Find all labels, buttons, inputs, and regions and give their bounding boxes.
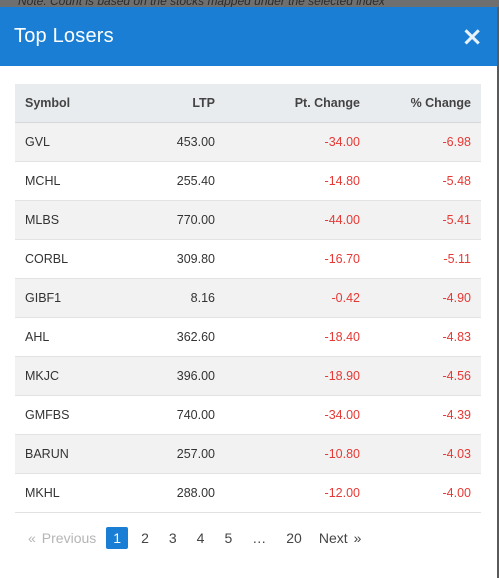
header-pt-change[interactable]: Pt. Change: [225, 84, 370, 123]
cell-symbol: MKJC: [15, 356, 105, 396]
table-row: MKHL 288.00 -12.00 -4.00: [15, 473, 481, 513]
backdrop-note: Note: Count is based on the stocks mappe…: [18, 0, 385, 8]
top-losers-modal: Top Losers × Symbol LTP Pt. Change % Cha…: [0, 7, 499, 578]
cell-pct-change: -4.03: [370, 434, 481, 474]
cell-pt-change: -12.00: [225, 473, 370, 513]
cell-ltp: 8.16: [105, 278, 225, 318]
page-button-2[interactable]: 2: [141, 530, 149, 546]
table-row: BARUN 257.00 -10.80 -4.03: [15, 434, 481, 474]
cell-pt-change: -16.70: [225, 239, 370, 279]
cell-pct-change: -4.56: [370, 356, 481, 396]
table-row: MKJC 396.00 -18.90 -4.56: [15, 356, 481, 396]
cell-pct-change: -4.83: [370, 317, 481, 357]
header-ltp[interactable]: LTP: [105, 84, 225, 123]
cell-pt-change: -0.42: [225, 278, 370, 318]
cell-symbol: MCHL: [15, 161, 105, 201]
cell-ltp: 453.00: [105, 122, 225, 162]
table-row: MLBS 770.00 -44.00 -5.41: [15, 200, 481, 240]
previous-page-button[interactable]: « Previous: [15, 527, 103, 549]
table-row: AHL 362.60 -18.40 -4.83: [15, 317, 481, 357]
modal-header: Top Losers ×: [0, 7, 497, 66]
cell-pct-change: -6.98: [370, 122, 481, 162]
losers-table-container: Symbol LTP Pt. Change % Change GVL 453.0…: [15, 84, 481, 513]
next-page-button[interactable]: Next »: [312, 527, 375, 549]
cell-symbol: BARUN: [15, 434, 105, 474]
table-row: GIBF1 8.16 -0.42 -4.90: [15, 278, 481, 318]
cell-pct-change: -5.41: [370, 200, 481, 240]
cell-ltp: 396.00: [105, 356, 225, 396]
page-button-3[interactable]: 3: [168, 530, 177, 546]
cell-pt-change: -34.00: [225, 395, 370, 435]
cell-pct-change: -4.90: [370, 278, 481, 318]
cell-ltp: 255.40: [105, 161, 225, 201]
cell-pct-change: -4.00: [370, 473, 481, 513]
cell-ltp: 740.00: [105, 395, 225, 435]
table-header-row: Symbol LTP Pt. Change % Change: [15, 84, 481, 123]
cell-pt-change: -14.80: [225, 161, 370, 201]
table-row: GMFBS 740.00 -34.00 -4.39: [15, 395, 481, 435]
table-row: GVL 453.00 -34.00 -6.98: [15, 122, 481, 162]
cell-symbol: CORBL: [15, 239, 105, 279]
close-icon[interactable]: ×: [461, 21, 483, 52]
cell-ltp: 770.00: [105, 200, 225, 240]
cell-ltp: 362.60: [105, 317, 225, 357]
cell-pt-change: -34.00: [225, 122, 370, 162]
header-pct-change[interactable]: % Change: [370, 84, 481, 123]
cell-ltp: 288.00: [105, 473, 225, 513]
next-label: Next: [318, 530, 348, 546]
double-chevron-right-icon: »: [353, 530, 362, 546]
cell-ltp: 257.00: [105, 434, 225, 474]
page-button-5[interactable]: 5: [224, 530, 233, 546]
cell-pt-change: -44.00: [225, 200, 370, 240]
cell-pct-change: -4.39: [370, 395, 481, 435]
pagination: « Previous 1 2 3 4 5 … 20 Next »: [15, 527, 374, 549]
cell-symbol: AHL: [15, 317, 105, 357]
cell-pt-change: -18.90: [225, 356, 370, 396]
cell-pct-change: -5.11: [370, 239, 481, 279]
losers-table: Symbol LTP Pt. Change % Change GVL 453.0…: [15, 84, 481, 513]
table-row: CORBL 309.80 -16.70 -5.11: [15, 239, 481, 279]
header-symbol[interactable]: Symbol: [15, 84, 105, 123]
cell-symbol: GIBF1: [15, 278, 105, 318]
cell-pt-change: -10.80: [225, 434, 370, 474]
table-row: MCHL 255.40 -14.80 -5.48: [15, 161, 481, 201]
cell-symbol: MKHL: [15, 473, 105, 513]
cell-pct-change: -5.48: [370, 161, 481, 201]
cell-pt-change: -18.40: [225, 317, 370, 357]
cell-symbol: MLBS: [15, 200, 105, 240]
page-button-4[interactable]: 4: [196, 530, 205, 546]
cell-symbol: GMFBS: [15, 395, 105, 435]
table-body: GVL 453.00 -34.00 -6.98 MCHL 255.40 -14.…: [15, 122, 481, 513]
cell-symbol: GVL: [15, 122, 105, 162]
modal-title: Top Losers: [14, 25, 114, 47]
page-button-1[interactable]: 1: [106, 527, 129, 549]
cell-ltp: 309.80: [105, 239, 225, 279]
double-chevron-left-icon: «: [28, 530, 36, 546]
page-button-20[interactable]: 20: [286, 530, 302, 546]
previous-label: Previous: [41, 530, 97, 546]
pagination-ellipsis: …: [252, 530, 267, 546]
